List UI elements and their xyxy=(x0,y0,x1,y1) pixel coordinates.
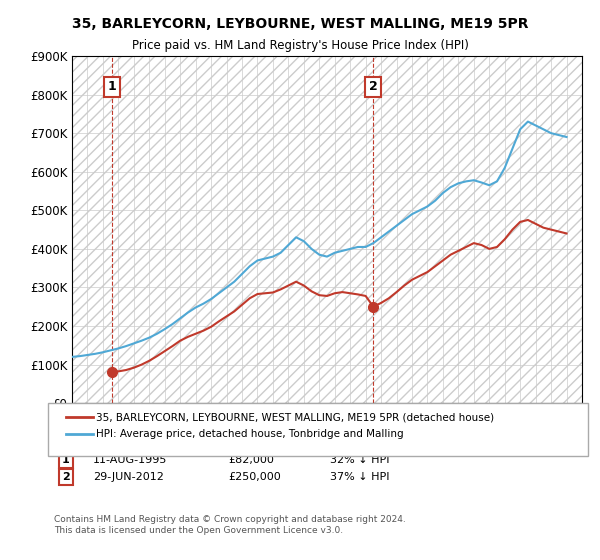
Text: Contains HM Land Registry data © Crown copyright and database right 2024.
This d: Contains HM Land Registry data © Crown c… xyxy=(54,515,406,535)
Text: 1: 1 xyxy=(62,455,70,465)
Text: 11-AUG-1995: 11-AUG-1995 xyxy=(93,455,167,465)
Text: 2: 2 xyxy=(369,81,378,94)
Text: £250,000: £250,000 xyxy=(228,472,281,482)
Text: HPI: Average price, detached house, Tonbridge and Malling: HPI: Average price, detached house, Tonb… xyxy=(96,429,404,439)
Text: 37% ↓ HPI: 37% ↓ HPI xyxy=(330,472,389,482)
Text: 32% ↓ HPI: 32% ↓ HPI xyxy=(330,455,389,465)
Text: £82,000: £82,000 xyxy=(228,455,274,465)
Text: Price paid vs. HM Land Registry's House Price Index (HPI): Price paid vs. HM Land Registry's House … xyxy=(131,39,469,52)
Text: 35, BARLEYCORN, LEYBOURNE, WEST MALLING, ME19 5PR (detached house): 35, BARLEYCORN, LEYBOURNE, WEST MALLING,… xyxy=(96,412,494,422)
Text: 29-JUN-2012: 29-JUN-2012 xyxy=(93,472,164,482)
Text: 2: 2 xyxy=(62,472,70,482)
Text: 1: 1 xyxy=(108,81,116,94)
Text: 35, BARLEYCORN, LEYBOURNE, WEST MALLING, ME19 5PR: 35, BARLEYCORN, LEYBOURNE, WEST MALLING,… xyxy=(72,17,528,31)
